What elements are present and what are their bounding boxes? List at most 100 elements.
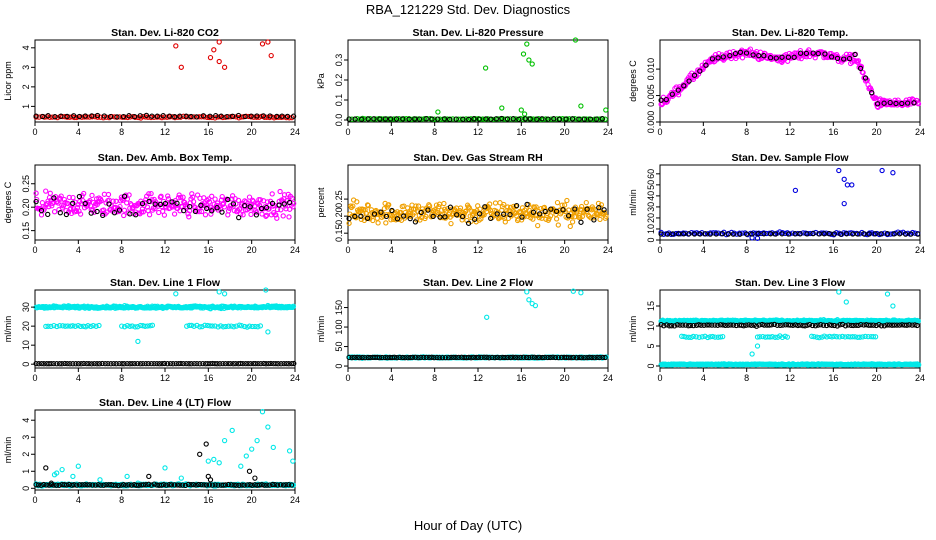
data-point xyxy=(785,54,792,60)
data-point xyxy=(534,354,540,361)
data-point xyxy=(89,113,95,119)
data-point xyxy=(200,360,206,367)
data-point xyxy=(270,444,276,451)
data-point xyxy=(844,182,851,188)
data-point xyxy=(686,78,692,84)
data-point xyxy=(190,194,196,200)
data-point xyxy=(578,354,585,361)
data-point xyxy=(569,219,576,225)
data-point xyxy=(849,182,855,188)
data-point xyxy=(706,322,712,328)
data-point xyxy=(346,116,352,122)
data-point xyxy=(575,207,581,213)
data-point xyxy=(439,354,446,361)
data-point xyxy=(669,91,675,97)
data-point xyxy=(170,202,176,208)
data-point xyxy=(702,231,709,237)
data-point xyxy=(167,360,174,367)
data-point xyxy=(255,324,261,330)
x-tick-label: 24 xyxy=(915,127,925,137)
data-point xyxy=(899,100,905,107)
data-point xyxy=(227,360,234,367)
data-point xyxy=(133,212,139,218)
chart-title: Stan. Dev. Line 4 (LT) Flow xyxy=(99,397,232,409)
data-point xyxy=(394,354,400,361)
data-point xyxy=(289,195,295,201)
data-point xyxy=(113,198,119,204)
x-tick-label: 0 xyxy=(32,495,37,505)
data-point xyxy=(861,322,867,328)
data-point xyxy=(507,354,514,361)
data-point xyxy=(897,231,903,237)
data-point xyxy=(38,482,44,488)
data-point xyxy=(534,116,540,122)
data-point xyxy=(186,114,192,120)
data-point xyxy=(849,334,856,340)
data-point xyxy=(231,482,237,488)
data-point xyxy=(188,113,194,120)
data-point xyxy=(158,193,164,199)
data-point xyxy=(70,473,76,480)
data-point xyxy=(199,323,205,330)
data-point xyxy=(216,460,222,466)
data-point xyxy=(494,211,500,217)
data-point xyxy=(425,207,431,213)
data-point xyxy=(804,322,810,328)
data-point xyxy=(846,55,853,62)
x-tick-label: 20 xyxy=(872,127,882,137)
data-point xyxy=(594,211,600,217)
data-point xyxy=(178,475,184,481)
data-point xyxy=(746,322,752,328)
data-point xyxy=(187,203,193,210)
data-point xyxy=(208,211,214,217)
data-point xyxy=(675,87,681,93)
data-point xyxy=(188,482,194,488)
data-point xyxy=(96,361,103,367)
data-point xyxy=(351,354,358,361)
data-point xyxy=(713,231,719,237)
data-point xyxy=(429,354,435,360)
data-point xyxy=(367,354,373,361)
data-point xyxy=(54,323,60,330)
data-points xyxy=(33,188,297,221)
data-point xyxy=(216,58,222,65)
data-point xyxy=(823,322,830,329)
y-tick-label: 30 xyxy=(21,302,31,312)
data-point xyxy=(75,361,82,367)
data-point xyxy=(487,201,493,207)
data-point xyxy=(126,113,132,119)
y-tick-label: 0 xyxy=(21,362,31,367)
data-point xyxy=(600,354,606,361)
data-point xyxy=(865,333,871,340)
data-point xyxy=(566,116,572,122)
data-point xyxy=(720,322,726,328)
data-point xyxy=(56,482,62,488)
data-point xyxy=(758,230,764,237)
data-point xyxy=(513,116,519,122)
data-point xyxy=(912,322,918,328)
data-point xyxy=(797,231,803,237)
data-point xyxy=(465,220,472,226)
data-point xyxy=(170,361,176,367)
data-point xyxy=(518,354,524,361)
data-point xyxy=(274,482,281,488)
data-point xyxy=(283,482,289,488)
data-point xyxy=(180,360,187,367)
data-point xyxy=(521,111,528,117)
x-tick-label: 20 xyxy=(247,495,257,505)
data-point xyxy=(268,360,274,367)
x-tick-label: 0 xyxy=(32,373,37,383)
data-point xyxy=(88,210,94,216)
data-point xyxy=(754,334,761,340)
data-point xyxy=(252,475,258,481)
data-point xyxy=(288,482,295,488)
data-point xyxy=(105,191,112,198)
data-point xyxy=(183,360,189,367)
data-point xyxy=(223,323,229,330)
data-points xyxy=(33,39,297,121)
data-point xyxy=(403,116,409,122)
data-point xyxy=(678,231,684,237)
data-point xyxy=(212,360,218,367)
data-point xyxy=(169,199,175,205)
data-point xyxy=(448,354,454,361)
